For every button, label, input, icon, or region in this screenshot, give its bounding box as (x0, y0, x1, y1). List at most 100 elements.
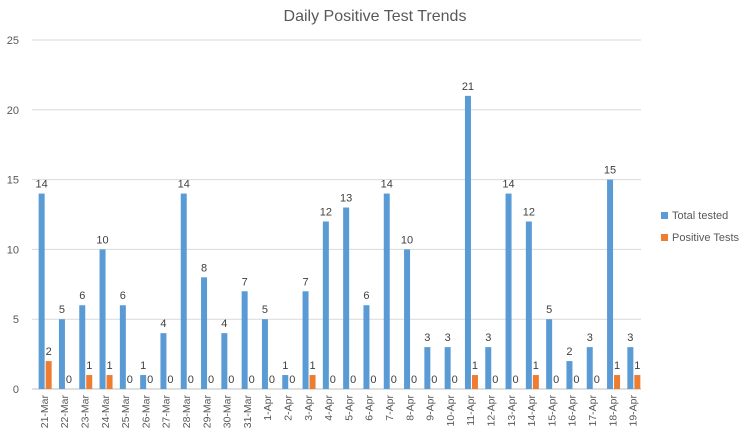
data-label: 8 (201, 262, 207, 274)
bar-total-tested (180, 193, 187, 389)
data-label: 10 (96, 234, 108, 246)
bar-total-tested (383, 193, 390, 389)
x-tick-label: 6-Apr (364, 395, 376, 421)
bar-total-tested (119, 305, 126, 389)
data-label: 0 (452, 374, 458, 386)
data-label: 14 (178, 179, 190, 191)
bar-positive-tests (86, 375, 93, 389)
data-label: 0 (431, 374, 437, 386)
data-label: 0 (330, 374, 336, 386)
x-tick-label: 30-Mar (222, 395, 234, 429)
data-label: 6 (79, 290, 85, 302)
bar-total-tested (424, 347, 431, 389)
bar-positive-tests (106, 375, 113, 389)
data-label: 0 (66, 374, 72, 386)
x-tick-label: 14-Apr (526, 394, 538, 426)
x-tick-label: 24-Mar (100, 395, 112, 429)
bar-total-tested (140, 375, 147, 389)
x-tick-label: 18-Apr (607, 394, 619, 426)
data-label: 0 (553, 374, 559, 386)
x-tick-label: 3-Apr (303, 395, 315, 421)
x-tick-label: 16-Apr (567, 394, 579, 426)
data-label: 0 (350, 374, 356, 386)
x-tick-label: 22-Mar (59, 395, 71, 429)
bar-positive-tests (634, 375, 641, 389)
bar-total-tested (525, 221, 532, 389)
data-label: 2 (566, 346, 572, 358)
x-tick-label: 13-Apr (506, 394, 518, 426)
chart-title: Daily Positive Test Trends (284, 8, 467, 25)
x-tick-label: 4-Apr (323, 395, 335, 421)
bar-positive-tests (45, 361, 52, 389)
data-label: 1 (140, 360, 146, 372)
x-tick-label: 27-Mar (161, 395, 173, 429)
data-label: 4 (221, 318, 227, 330)
data-label: 12 (320, 206, 332, 218)
data-label: 2 (46, 346, 52, 358)
data-label: 0 (188, 374, 194, 386)
legend: Total tested Positive Tests (661, 210, 740, 244)
data-label: 14 (381, 179, 393, 191)
bar-total-tested (505, 193, 512, 389)
bar-total-tested (485, 347, 492, 389)
bar-total-tested (363, 305, 370, 389)
data-label: 13 (340, 193, 352, 205)
y-tick-label: 0 (13, 384, 19, 396)
data-label: 21 (462, 81, 474, 93)
bar-total-tested (261, 319, 268, 389)
data-label: 3 (485, 332, 491, 344)
data-label: 7 (302, 276, 308, 288)
y-tick-label: 15 (7, 175, 19, 187)
x-tick-label: 2-Apr (283, 395, 295, 421)
x-tick-label: 28-Mar (181, 395, 193, 429)
y-tick-label: 20 (7, 105, 19, 117)
data-label: 1 (634, 360, 640, 372)
data-label: 0 (269, 374, 275, 386)
data-label: 15 (604, 165, 616, 177)
bar-positive-tests (532, 375, 539, 389)
data-label: 5 (546, 304, 552, 316)
bar-total-tested (464, 95, 471, 389)
data-label: 4 (160, 318, 166, 330)
legend-label: Positive Tests (672, 232, 740, 244)
data-label: 0 (411, 374, 417, 386)
data-label: 14 (502, 179, 514, 191)
data-label: 0 (512, 374, 518, 386)
y-tick-label: 5 (13, 314, 19, 326)
data-label: 0 (147, 374, 153, 386)
x-tick-label: 25-Mar (120, 395, 132, 429)
x-tick-label: 7-Apr (384, 395, 396, 421)
data-label: 0 (208, 374, 214, 386)
bar-total-tested (282, 375, 289, 389)
gridlines (32, 39, 641, 390)
data-label: 0 (594, 374, 600, 386)
bar-total-tested (241, 291, 248, 389)
bar-total-tested (566, 361, 573, 389)
x-tick-label: 12-Apr (486, 394, 498, 426)
data-label: 0 (167, 374, 173, 386)
data-label: 1 (472, 360, 478, 372)
data-label: 0 (228, 374, 234, 386)
bar-total-tested (79, 305, 86, 389)
legend-swatch (661, 234, 668, 241)
bar-total-tested (607, 179, 614, 389)
bar-total-tested (302, 291, 309, 389)
bar-total-tested (58, 319, 65, 389)
data-label: 14 (36, 179, 48, 191)
x-tick-label: 9-Apr (425, 395, 437, 421)
x-tick-label: 10-Apr (445, 394, 457, 426)
data-label: 0 (127, 374, 133, 386)
data-label: 3 (424, 332, 430, 344)
data-label: 1 (282, 360, 288, 372)
data-label: 5 (262, 304, 268, 316)
data-label: 6 (120, 290, 126, 302)
bar-total-tested (221, 333, 228, 389)
data-label: 5 (59, 304, 65, 316)
bar-positive-tests (309, 375, 316, 389)
bar-total-tested (201, 277, 208, 389)
bar-total-tested (38, 193, 45, 389)
data-label: 0 (289, 374, 295, 386)
y-tick-label: 10 (7, 244, 19, 256)
bars: 1425061101601040140804070501071120130601… (36, 81, 641, 389)
